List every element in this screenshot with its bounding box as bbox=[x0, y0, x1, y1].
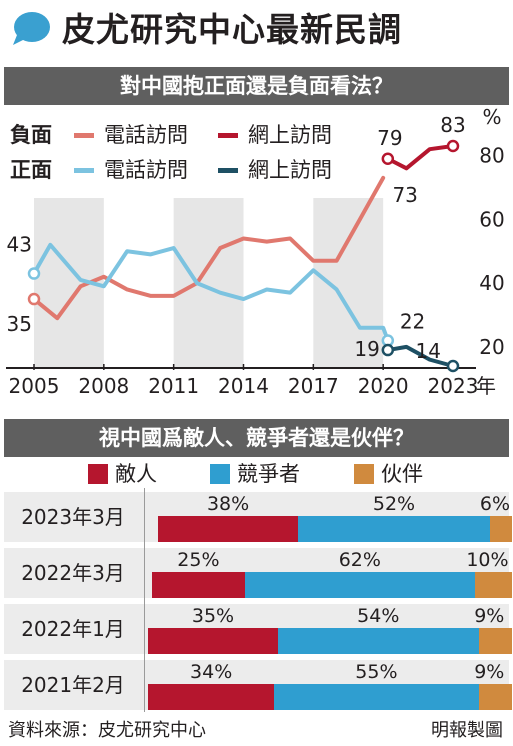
bar-segment-enemy bbox=[148, 628, 278, 654]
bar-category-label: 2022年3月 bbox=[21, 561, 125, 585]
bar-value-label: 54% bbox=[357, 605, 400, 627]
bar-segment-partner bbox=[474, 572, 512, 598]
y-tick-label: 80 bbox=[479, 144, 504, 168]
bar-value-label: 9% bbox=[474, 605, 505, 627]
stacked-bar-chart: 2023年3月 38% 52% 6% 2022年3月 25% 62% 10% 2022年1月 35… bbox=[0, 488, 513, 713]
legend-negative-online-text: 網上訪問 bbox=[248, 123, 332, 147]
legend-partner-swatch bbox=[354, 464, 374, 484]
credit-note: 明報製圖 bbox=[431, 720, 503, 741]
x-unit-label: 年 bbox=[476, 374, 496, 398]
source-note: 資料來源：皮尤研究中心 bbox=[8, 720, 206, 741]
legend-positive-phone-swatch bbox=[74, 168, 94, 173]
bar-segment-partner bbox=[478, 628, 512, 654]
bar-segment-partner bbox=[489, 516, 512, 542]
bar-segment-enemy bbox=[148, 684, 275, 710]
x-tick-label: 2011 bbox=[148, 374, 199, 398]
bar-value-label: 62% bbox=[338, 549, 381, 571]
series-line-2 bbox=[32, 242, 390, 343]
bar-segment-enemy bbox=[158, 516, 299, 542]
y-tick-label: 60 bbox=[479, 207, 504, 231]
legend-positive-online-text: 網上訪問 bbox=[248, 158, 332, 182]
data-label: 83 bbox=[440, 113, 465, 137]
legend-partner-text: 伙伴 bbox=[381, 462, 423, 486]
bar-value-label: 6% bbox=[479, 493, 511, 515]
data-point-marker bbox=[27, 267, 41, 280]
data-label: 79 bbox=[377, 126, 402, 150]
data-label: 14 bbox=[416, 339, 441, 363]
bar-segment-competitor bbox=[298, 516, 490, 542]
y-unit-label: % bbox=[482, 108, 501, 129]
bar-value-label: 9% bbox=[474, 661, 505, 683]
legend-negative-phone-swatch bbox=[74, 133, 94, 138]
legend-negative-online-swatch bbox=[218, 133, 238, 138]
bar-value-label: 25% bbox=[177, 549, 220, 571]
bar-value-label: 52% bbox=[372, 493, 416, 515]
label-column-divider bbox=[144, 488, 145, 712]
x-tick-label: 2020 bbox=[358, 374, 409, 398]
y-tick-label: 20 bbox=[479, 335, 504, 359]
data-label: 73 bbox=[392, 183, 417, 207]
data-label: 43 bbox=[7, 233, 32, 257]
bar-chart-title: 視中國爲敵人、競爭者還是伙伴？ bbox=[4, 419, 509, 457]
legend-competitor-text: 競爭者 bbox=[237, 462, 300, 486]
x-tick-label: 2008 bbox=[78, 374, 129, 398]
bar-segment-partner bbox=[478, 684, 512, 710]
bar-value-label: 35% bbox=[191, 605, 235, 627]
chart-band bbox=[173, 198, 244, 368]
x-tick-label: 2017 bbox=[288, 374, 339, 398]
x-tick-label: 2014 bbox=[218, 374, 269, 398]
data-label: 35 bbox=[7, 312, 32, 336]
data-point-marker bbox=[381, 152, 395, 166]
data-point-marker bbox=[446, 359, 460, 373]
bar-value-label: 38% bbox=[206, 493, 250, 515]
legend-enemy-swatch bbox=[88, 464, 108, 484]
data-point-marker bbox=[446, 139, 460, 153]
page-title: 皮尤研究中心最新民調 bbox=[62, 10, 402, 49]
bar-value-label: 55% bbox=[355, 661, 398, 683]
line-chart: 2005 2008 2011 2014 2017 2020 2023年 20 40 60 80% 43… bbox=[6, 108, 505, 398]
bar-segment-competitor bbox=[278, 628, 479, 654]
bar-category-label: 2021年2月 bbox=[21, 673, 125, 697]
bar-value-label: 34% bbox=[190, 661, 233, 683]
bar-category-label: 2022年1月 bbox=[21, 617, 125, 641]
data-point-marker bbox=[381, 343, 395, 357]
y-tick-label: 40 bbox=[479, 271, 504, 295]
legend-positive-phone-text: 電話訪問 bbox=[104, 158, 188, 182]
legend-positive-label: 正面 bbox=[10, 158, 52, 182]
legend-positive-online-swatch bbox=[218, 168, 238, 173]
bar-segment-competitor bbox=[244, 572, 475, 598]
bar-category-label: 2023年3月 bbox=[21, 505, 125, 529]
legend-competitor-swatch bbox=[210, 464, 230, 484]
data-point-marker bbox=[27, 292, 41, 306]
x-tick-label: 2005 bbox=[9, 374, 60, 398]
legend-negative-phone-text: 電話訪問 bbox=[104, 123, 188, 147]
line-chart-title: 對中國抱正面還是負面看法？ bbox=[4, 67, 509, 105]
series-line-1 bbox=[385, 144, 455, 171]
series-line-3 bbox=[385, 344, 455, 368]
data-label: 19 bbox=[354, 337, 379, 361]
speech-bubble-icon bbox=[13, 12, 50, 45]
legend-negative-label: 負面 bbox=[10, 123, 52, 147]
bar-segment-enemy bbox=[152, 572, 245, 598]
legend-enemy-text: 敵人 bbox=[115, 462, 157, 486]
x-tick-label: 2023 bbox=[428, 374, 479, 398]
chart-band bbox=[313, 198, 384, 368]
data-label: 22 bbox=[400, 309, 425, 333]
bar-value-label: 10% bbox=[466, 549, 509, 571]
bar-segment-competitor bbox=[274, 684, 479, 710]
